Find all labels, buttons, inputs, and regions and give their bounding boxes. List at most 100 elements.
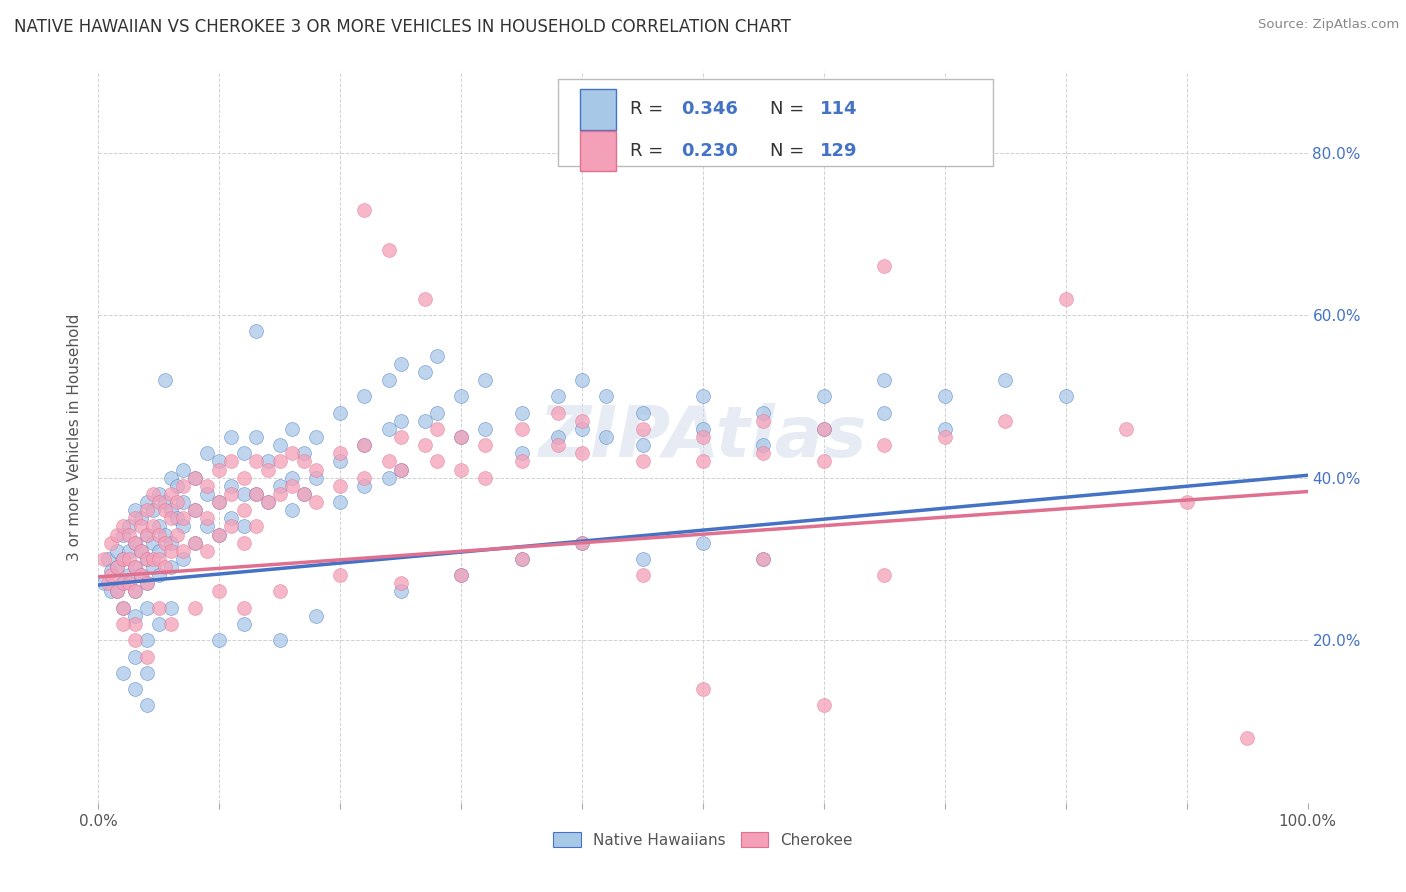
Point [166,495,188,509]
Point [510,552,533,566]
Point [692,681,714,696]
Point [377,243,399,257]
Point [148,519,170,533]
Point [153,560,176,574]
Point [148,617,170,632]
Point [1175,495,1198,509]
Point [245,325,267,339]
Point [873,568,896,582]
Point [118,527,141,541]
Point [450,462,472,476]
Point [752,552,775,566]
Point [135,665,157,680]
Point [281,422,304,436]
Point [353,438,375,452]
Point [353,389,375,403]
Point [160,544,183,558]
Point [142,487,165,501]
Point [474,438,496,452]
Point [166,511,188,525]
Point [245,519,267,533]
Point [269,487,291,501]
Point [124,617,146,632]
Point [208,462,231,476]
Point [353,479,375,493]
Point [208,495,231,509]
Point [111,552,134,566]
Point [510,422,533,436]
Point [329,446,352,460]
Point [148,600,170,615]
Point [389,414,412,428]
Point [934,422,956,436]
Point [245,454,267,468]
Point [148,487,170,501]
Point [813,422,835,436]
Point [184,503,207,517]
Point [752,414,775,428]
Point [305,495,328,509]
Point [292,454,315,468]
Point [111,600,134,615]
Point [232,446,254,460]
Point [413,365,436,379]
Point [245,487,267,501]
Point [148,495,170,509]
Point [547,389,569,403]
Point [413,292,436,306]
Point [631,422,654,436]
Point [269,438,291,452]
Point [450,389,472,403]
Point [752,406,775,420]
Point [184,471,207,485]
Point [232,471,254,485]
Point [153,495,176,509]
Point [160,487,183,501]
Text: N =: N = [769,101,810,119]
Point [97,552,120,566]
Legend: Native Hawaiians, Cherokee: Native Hawaiians, Cherokee [547,825,859,854]
Point [232,503,254,517]
Point [269,633,291,648]
Point [1236,731,1258,745]
Point [450,430,472,444]
Point [160,503,183,517]
Point [142,535,165,549]
Point [450,568,472,582]
Point [172,519,194,533]
Point [305,608,328,623]
Point [124,584,146,599]
Point [111,600,134,615]
Point [450,430,472,444]
Point [148,527,170,541]
Point [377,471,399,485]
Text: R =: R = [630,142,669,160]
Point [172,462,194,476]
Point [111,519,134,533]
Point [160,471,183,485]
Point [135,495,157,509]
Text: 129: 129 [820,142,858,160]
Point [256,454,278,468]
Point [571,535,593,549]
Point [195,511,218,525]
Point [631,438,654,452]
Point [281,471,304,485]
Point [100,535,122,549]
Point [256,462,278,476]
Point [571,414,593,428]
Point [135,698,157,713]
Point [389,584,412,599]
FancyBboxPatch shape [579,89,616,129]
Point [184,535,207,549]
Point [135,527,157,541]
Point [208,527,231,541]
Point [474,471,496,485]
Point [124,560,146,574]
Point [129,544,152,558]
Point [353,438,375,452]
Point [195,544,218,558]
Point [292,487,315,501]
Point [1054,389,1077,403]
Point [160,560,183,574]
